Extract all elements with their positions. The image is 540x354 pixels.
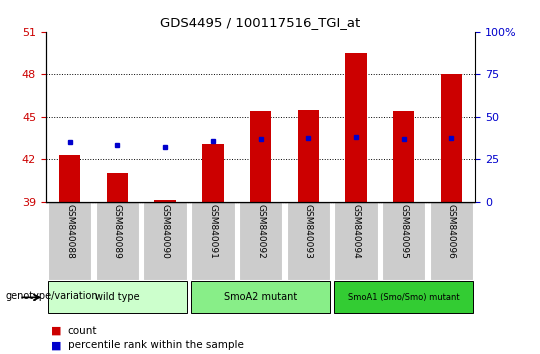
Text: ■: ■	[51, 326, 62, 336]
Bar	[59, 155, 80, 202]
Text: GSM840093: GSM840093	[303, 204, 313, 259]
Bar	[345, 53, 367, 202]
Bar	[239, 202, 282, 280]
Text: genotype/variation: genotype/variation	[5, 291, 98, 301]
Text: GSM840094: GSM840094	[352, 204, 361, 259]
Text: GSM840088: GSM840088	[65, 204, 75, 259]
Bar	[107, 173, 128, 202]
Text: count: count	[68, 326, 97, 336]
Bar	[144, 202, 187, 280]
Bar	[202, 144, 224, 202]
Bar	[48, 281, 187, 313]
Bar	[191, 202, 234, 280]
Text: GSM840092: GSM840092	[256, 204, 265, 259]
Bar	[96, 202, 139, 280]
Bar	[393, 111, 414, 202]
Text: SmoA1 (Smo/Smo) mutant: SmoA1 (Smo/Smo) mutant	[348, 293, 460, 302]
Bar	[298, 110, 319, 202]
Text: SmoA2 mutant: SmoA2 mutant	[224, 292, 297, 302]
Text: GSM840090: GSM840090	[161, 204, 170, 259]
Bar	[250, 111, 271, 202]
Bar	[382, 202, 426, 280]
Text: percentile rank within the sample: percentile rank within the sample	[68, 340, 244, 350]
Bar	[154, 200, 176, 202]
Bar	[334, 281, 473, 313]
Bar	[48, 202, 91, 280]
Text: wild type: wild type	[95, 292, 140, 302]
Bar	[334, 202, 377, 280]
Text: GSM840089: GSM840089	[113, 204, 122, 259]
Title: GDS4495 / 100117516_TGI_at: GDS4495 / 100117516_TGI_at	[160, 16, 361, 29]
Text: GSM840095: GSM840095	[399, 204, 408, 259]
Bar	[430, 202, 473, 280]
Text: ■: ■	[51, 340, 62, 350]
Text: GSM840091: GSM840091	[208, 204, 217, 259]
Text: GSM840096: GSM840096	[447, 204, 456, 259]
Bar	[287, 202, 330, 280]
Bar	[191, 281, 330, 313]
Bar	[441, 74, 462, 202]
